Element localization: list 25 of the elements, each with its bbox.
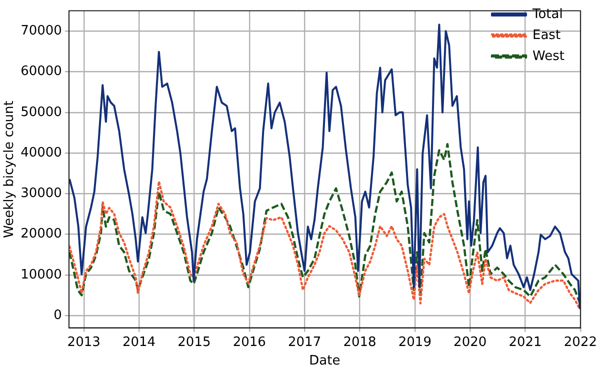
y-tick-label: 10000 [20,267,62,282]
y-axis-title: Weekly bicycle count [2,100,18,238]
legend-label: West [532,48,564,64]
y-tick-label: 20000 [20,226,62,242]
x-tick-label: 2021 [508,334,542,350]
x-tick-label: 2020 [454,334,487,350]
x-tick-label: 2016 [232,334,266,350]
y-tick-label: 70000 [20,23,62,38]
line-series [68,180,580,310]
y-tick-label: 50000 [20,104,62,120]
x-tick-label: 2018 [343,334,376,350]
x-tick-label: 2017 [288,334,322,350]
legend-label: East [532,28,561,43]
x-tick-label: 2022 [564,334,598,350]
x-tick-label: 2015 [178,334,211,350]
y-tick-label: 60000 [20,64,62,80]
x-tick-label: 2013 [67,334,100,350]
legend-label: Total [532,6,563,22]
y-tick-label: 0 [54,308,62,323]
x-tick-label: 2019 [398,334,432,350]
x-tick-label: 2014 [122,334,156,350]
y-tick-label: 30000 [20,186,62,202]
y-tick-label: 40000 [20,145,62,160]
x-axis-title: Date [309,354,340,369]
line-series [68,143,580,304]
